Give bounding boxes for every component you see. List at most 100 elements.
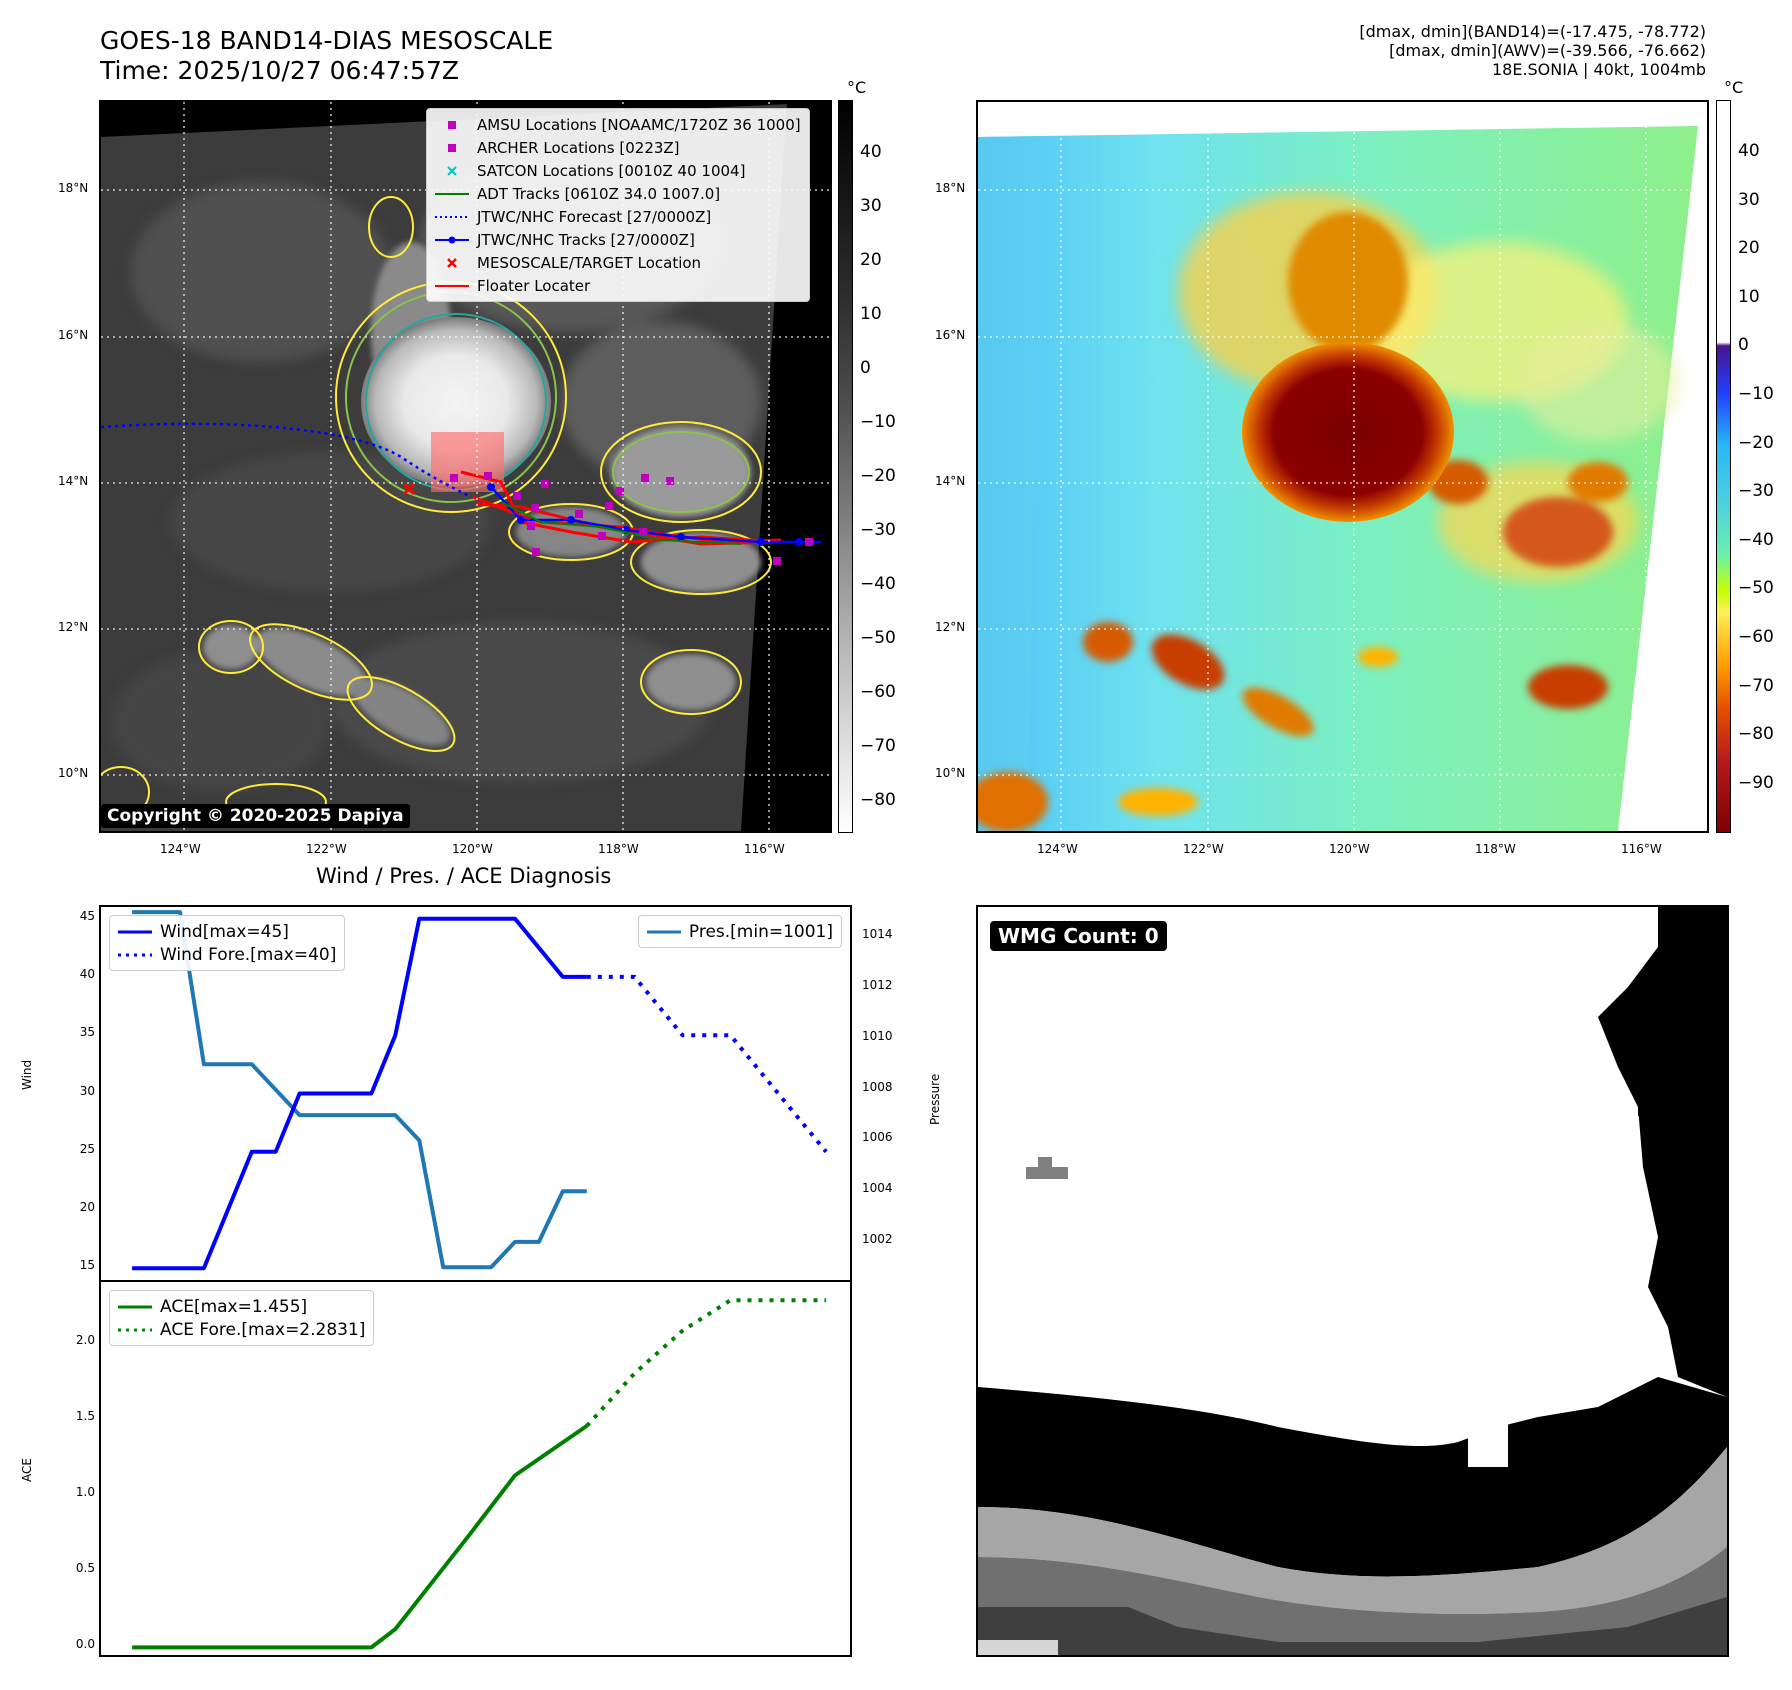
awv-colorbar-tick: −70 xyxy=(1738,675,1774,696)
ace-plot xyxy=(132,1298,827,1650)
floater-box xyxy=(431,432,504,492)
copyright-badge: Copyright © 2020-2025 Dapiya xyxy=(101,804,410,828)
pressure-ylabel: Pressure xyxy=(928,1073,942,1125)
ir-colorbar-tick: 10 xyxy=(860,304,882,324)
lon-label-120w: 120°W xyxy=(452,842,493,856)
wind-tick: 30 xyxy=(79,1083,95,1098)
pressure-tick: 1012 xyxy=(862,978,893,993)
lat-label-12n: 12°N xyxy=(58,620,89,634)
ir-colorbar-tick: −60 xyxy=(860,682,896,702)
lon-label-118w: 118°W xyxy=(598,842,639,856)
awv-colorbar-tick: 0 xyxy=(1738,335,1749,356)
wind-tick: 40 xyxy=(79,966,95,981)
ir-satellite-map: AMSU Locations [NOAAMC/1720Z 36 1000] AR… xyxy=(99,100,832,833)
target-x-marker xyxy=(402,482,416,496)
awv-lon-120w: 120°W xyxy=(1329,842,1370,856)
lon-label-116w: 116°W xyxy=(744,842,785,856)
pressure-tick: 1008 xyxy=(862,1079,893,1094)
wind-ylabel: Wind xyxy=(20,1059,34,1090)
wind-forecast-line xyxy=(586,974,828,1154)
dmax-awv: [dmax, dmin](AWV)=(-39.566, -76.662) xyxy=(1389,41,1706,60)
ir-colorbar-tick: 0 xyxy=(860,358,871,378)
awv-colorbar-tick: −90 xyxy=(1738,772,1774,793)
legend-jtwc-tracks: JTWC/NHC Tracks [27/0000Z] xyxy=(435,228,801,251)
ace-ylabel: ACE xyxy=(20,1458,34,1482)
adt-track xyxy=(500,501,742,545)
pressure-tick: 1006 xyxy=(862,1130,893,1145)
dmax-info: [dmax, dmin](BAND14)=(-17.475, -78.772) … xyxy=(1359,22,1706,79)
ir-colorbar-tick: −80 xyxy=(860,790,896,810)
ace-tick: 0.0 xyxy=(75,1637,95,1652)
lat-label-16n: 16°N xyxy=(58,328,89,342)
wind-legend: Wind[max=45] Wind Fore.[max=40] xyxy=(109,915,346,971)
ir-colorbar xyxy=(838,100,853,833)
ir-colorbar-tick: 20 xyxy=(860,250,882,270)
awv-colorbar-unit: °C xyxy=(1724,78,1744,97)
legend-ace: ACE[max=1.455] xyxy=(118,1296,308,1317)
wind-tick: 15 xyxy=(79,1258,95,1273)
legend-satcon: SATCON Locations [0010Z 40 1004] xyxy=(435,159,801,182)
wmg-panel: WMG Count: 0 xyxy=(976,905,1729,1657)
wind-tick: 20 xyxy=(79,1200,95,1215)
wind-line xyxy=(132,916,587,1271)
awv-colorbar-tick: −50 xyxy=(1738,578,1774,599)
map-title: GOES-18 BAND14-DIAS MESOSCALE xyxy=(100,26,554,55)
awv-colorbar-tick: −30 xyxy=(1738,481,1774,502)
awv-lon-116w: 116°W xyxy=(1621,842,1662,856)
legend-wind: Wind[max=45] xyxy=(118,921,289,942)
pressure-line xyxy=(132,910,587,1270)
awv-colorbar-tick: −80 xyxy=(1738,724,1774,745)
ace-tick: 2.0 xyxy=(75,1332,95,1347)
pressure-tick: 1014 xyxy=(862,927,893,942)
ir-colorbar-tick: 30 xyxy=(860,196,882,216)
lat-label-14n: 14°N xyxy=(58,474,89,488)
ace-forecast-line xyxy=(585,1298,827,1428)
awv-colorbar-tick: 20 xyxy=(1738,238,1760,259)
map-legend: AMSU Locations [NOAAMC/1720Z 36 1000] AR… xyxy=(426,108,810,302)
legend-ace-forecast: ACE Fore.[max=2.2831] xyxy=(118,1319,366,1340)
wmg-count-badge: WMG Count: 0 xyxy=(990,921,1167,951)
legend-floater-locater: Floater Locater xyxy=(435,276,591,295)
amsu-archer-markers xyxy=(450,472,813,565)
lat-label-18n: 18°N xyxy=(58,181,89,195)
ir-colorbar-tick: −70 xyxy=(860,736,896,756)
ir-colorbar-tick: −40 xyxy=(860,574,896,594)
awv-map-graphic xyxy=(978,102,1707,831)
ace-line xyxy=(132,1424,588,1650)
pressure-tick: 1002 xyxy=(862,1231,893,1246)
storm-info: 18E.SONIA | 40kt, 1004mb xyxy=(1491,60,1706,79)
wmg-graphic xyxy=(978,907,1727,1655)
wind-pressure-plot xyxy=(132,910,828,1271)
awv-lon-124w: 124°W xyxy=(1037,842,1078,856)
awv-colorbar-tick: −20 xyxy=(1738,432,1774,453)
awv-colorbar-tick: −10 xyxy=(1738,384,1774,404)
wind-tick: 35 xyxy=(79,1025,95,1040)
legend-wind-forecast: Wind Fore.[max=40] xyxy=(118,944,337,965)
legend-jtwc-forecast: JTWC/NHC Forecast [27/0000Z] xyxy=(435,207,712,226)
awv-lat-12n: 12°N xyxy=(935,620,966,634)
awv-lat-16n: 16°N xyxy=(935,328,966,342)
awv-colorbar-tick: 30 xyxy=(1738,189,1760,210)
legend-archer: ARCHER Locations [0223Z] xyxy=(435,136,801,159)
pressure-tick: 1004 xyxy=(862,1181,893,1196)
wind-tick: 25 xyxy=(79,1141,95,1156)
map-timestamp: Time: 2025/10/27 06:47:57Z xyxy=(100,56,459,85)
ir-colorbar-tick: −30 xyxy=(860,520,896,540)
jtwc-forecast-track xyxy=(101,422,472,499)
awv-colorbar-tick: 40 xyxy=(1738,141,1760,161)
legend-mesoscale-target: MESOSCALE/TARGET Location xyxy=(435,251,801,274)
awv-lat-14n: 14°N xyxy=(935,474,966,488)
awv-lon-118w: 118°W xyxy=(1475,842,1516,856)
ace-tick: 1.5 xyxy=(75,1409,95,1424)
legend-amsu: AMSU Locations [NOAAMC/1720Z 36 1000] xyxy=(435,113,801,136)
lat-label-10n: 10°N xyxy=(58,766,89,780)
pressure-tick: 1010 xyxy=(862,1028,893,1043)
awv-colorbar-tick: −40 xyxy=(1738,529,1774,550)
legend-adt: ADT Tracks [0610Z 34.0 1007.0] xyxy=(435,184,721,203)
pressure-legend: Pres.[min=1001] xyxy=(637,915,842,948)
ir-colorbar-tick: −10 xyxy=(860,412,896,432)
ace-tick: 1.0 xyxy=(75,1485,95,1500)
legend-pressure: Pres.[min=1001] xyxy=(646,921,833,942)
ir-colorbar-tick: −50 xyxy=(860,628,896,648)
lon-label-122w: 122°W xyxy=(306,842,347,856)
